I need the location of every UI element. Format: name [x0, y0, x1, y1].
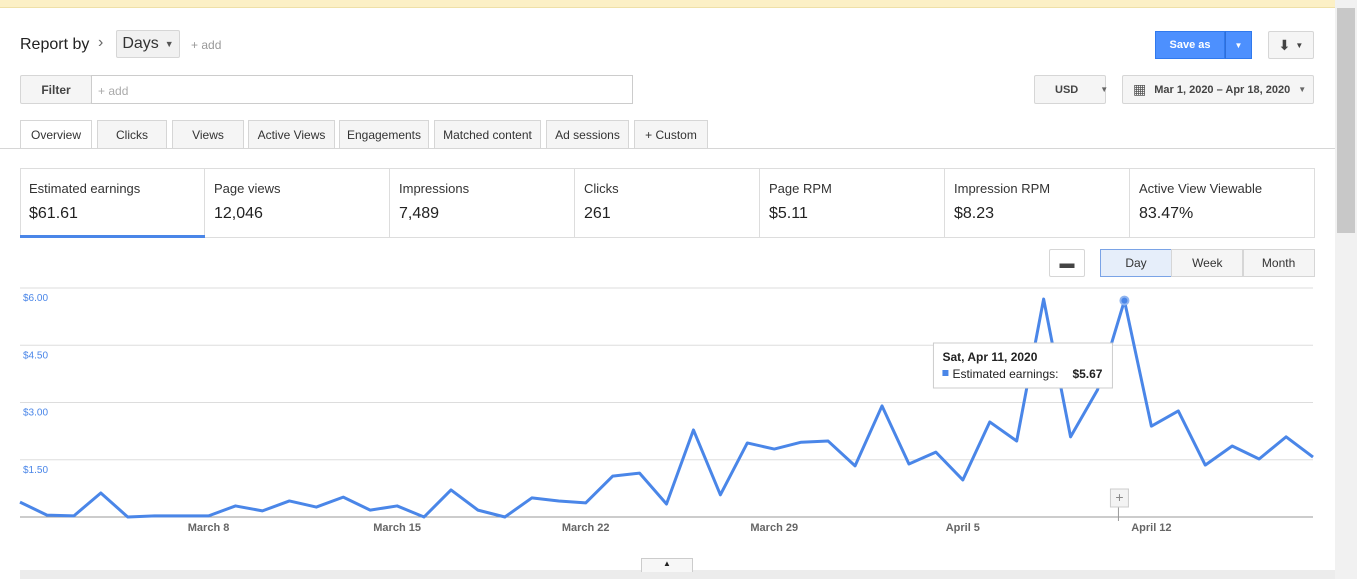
- granularity-button[interactable]: Day: [1100, 249, 1172, 277]
- metrics-box: [20, 168, 1315, 238]
- y-tick-label: $4.50: [23, 350, 48, 361]
- save-button[interactable]: Save as: [1155, 31, 1225, 59]
- tab[interactable]: Engagements: [339, 120, 429, 149]
- filter-label[interactable]: Filter: [20, 75, 92, 104]
- earnings-line: [19, 297, 1314, 519]
- tooltip-label: Estimated earnings:: [952, 367, 1058, 381]
- metric-label: Page RPM: [769, 181, 832, 196]
- active-underline: [20, 235, 205, 238]
- metric-value: 12,046: [214, 205, 263, 222]
- currency: USD: [1055, 83, 1079, 96]
- x-tick-label: March 29: [750, 522, 798, 534]
- y-tick-label: $6.00: [23, 293, 48, 304]
- dimension-dropdown[interactable]: Days ▼: [116, 30, 180, 58]
- tab-rule: [0, 148, 1335, 149]
- x-tick-label: April 5: [946, 522, 980, 534]
- report-by: Report by: [20, 36, 90, 53]
- highlight-point: [1119, 295, 1130, 306]
- x-tick-label: March 8: [188, 522, 230, 534]
- add-annotation-icon: +: [1115, 489, 1123, 505]
- metric-label: Active View Viewable: [1139, 181, 1263, 196]
- notice-bar: [0, 0, 1335, 8]
- y-tick-label: $1.50: [23, 465, 48, 476]
- metric-card[interactable]: Estimated earnings $61.61: [20, 168, 205, 238]
- tooltip-swatch: [942, 370, 949, 376]
- metric-label: Clicks: [584, 181, 619, 196]
- tab[interactable]: Active Views: [248, 120, 335, 149]
- tab[interactable]: Ad sessions: [546, 120, 629, 149]
- currency-dropdown[interactable]: USD ▼: [1034, 75, 1108, 104]
- x-tick-label: March 15: [373, 522, 421, 534]
- metric-label: Estimated earnings: [29, 181, 141, 196]
- metric-value: $5.11: [769, 205, 808, 222]
- metric-card[interactable]: Clicks 261: [575, 168, 760, 238]
- panel-toggle[interactable]: ▲: [641, 558, 693, 572]
- tooltip-value: $5.67: [1072, 367, 1102, 381]
- metric-label: Impressions: [399, 181, 470, 196]
- granularity-button[interactable]: Week: [1171, 249, 1244, 277]
- tab[interactable]: Clicks: [97, 120, 167, 149]
- metric-value: 261: [584, 205, 611, 222]
- scrollbar[interactable]: [1335, 0, 1357, 579]
- metric-label: Impression RPM: [954, 181, 1051, 196]
- metric-card[interactable]: Impressions 7,489: [390, 168, 575, 238]
- add-dimension[interactable]: + add: [191, 38, 222, 52]
- metric-value: 83.47%: [1139, 205, 1194, 222]
- add-annotation: [1109, 488, 1129, 508]
- tooltip-title: Sat, Apr 11, 2020: [942, 350, 1037, 364]
- tooltip-box: [932, 342, 1113, 389]
- tab[interactable]: + Custom: [634, 120, 708, 149]
- metric-card[interactable]: Page views 12,046: [205, 168, 390, 238]
- x-tick-label: March 22: [562, 522, 610, 534]
- metric-label: Page views: [214, 181, 281, 196]
- scroll-thumb[interactable]: [1337, 8, 1355, 233]
- metric-value: 7,489: [399, 205, 440, 222]
- metric-card[interactable]: Impression RPM $8.23: [945, 168, 1130, 238]
- dimension: Days: [122, 35, 159, 52]
- metric-value: $8.23: [954, 205, 995, 222]
- chevron: ›: [98, 34, 104, 51]
- download-button[interactable]: ⬇ ▼: [1268, 31, 1314, 59]
- date-dropdown[interactable]: ▦ Mar 1, 2020 – Apr 18, 2020 ▼: [1122, 75, 1314, 104]
- filter-input[interactable]: + add: [91, 75, 633, 104]
- annotation-button[interactable]: ▬: [1049, 249, 1085, 277]
- metric-card[interactable]: Page RPM $5.11: [760, 168, 945, 238]
- save-menu[interactable]: ▼: [1225, 31, 1252, 59]
- tab[interactable]: Matched content: [434, 120, 541, 149]
- metric-value: $61.61: [29, 205, 78, 222]
- date-range: Mar 1, 2020 – Apr 18, 2020: [1154, 83, 1291, 96]
- x-tick-label: April 12: [1131, 522, 1171, 534]
- bottom-panel: [20, 570, 1335, 579]
- granularity-button[interactable]: Month: [1242, 249, 1315, 277]
- tab[interactable]: Overview: [20, 120, 92, 149]
- tab[interactable]: Views: [172, 120, 244, 149]
- chart: $1.50 $3.00 $4.50 $6.00 March 8 March 15 March…: [19, 287, 1314, 534]
- metric-card[interactable]: Active View Viewable 83.47%: [1130, 168, 1315, 238]
- y-tick-label: $3.00: [23, 408, 48, 419]
